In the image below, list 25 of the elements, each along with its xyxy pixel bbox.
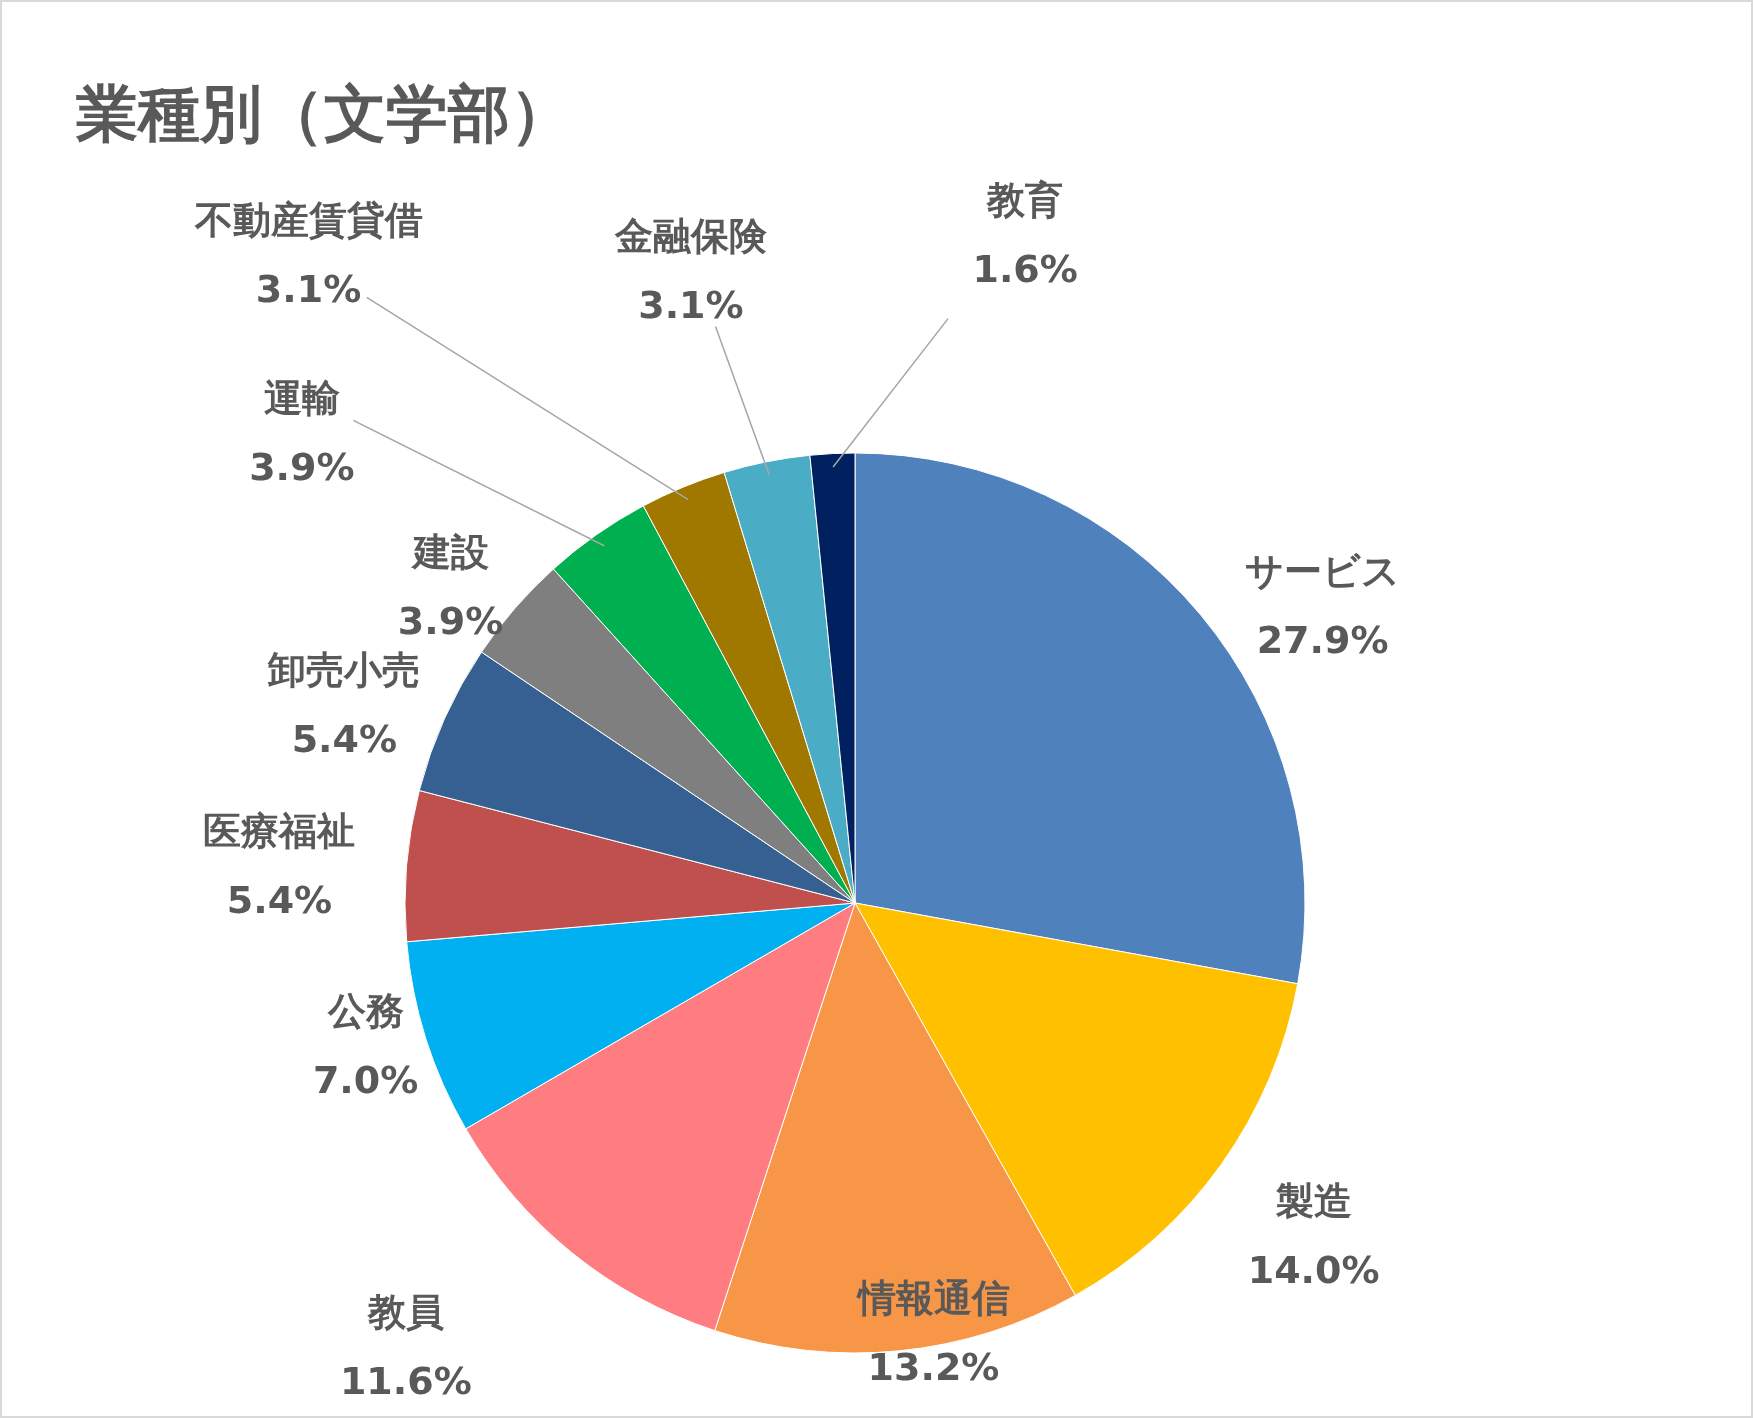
data-label: 5.4% [291,716,398,761]
data-label: 3.9% [397,599,504,644]
slice-label: 運輸 [263,375,340,420]
slice-label: 金融保険 [613,213,768,258]
chart-title: 業種別（文学部） [75,77,572,150]
data-label: 7.0% [312,1057,419,1102]
slice-label: サービス [1245,549,1401,594]
slice-label: 不動産賃貸借 [193,198,423,243]
data-label: 27.9% [1256,618,1389,663]
slice-label: 情報通信 [855,1275,1010,1320]
slice-label: 教員 [366,1290,444,1335]
slice-label: 医療福祉 [203,808,356,853]
slice-label: 卸売小売 [267,647,421,692]
data-label: 13.2% [867,1344,1000,1389]
data-label: 3.1% [638,282,744,327]
slice-label: 製造 [1274,1178,1352,1223]
data-label: 11.6% [339,1359,472,1404]
slice-label: 建設 [409,530,489,575]
data-label: 1.6% [972,247,1078,291]
data-label: 3.9% [249,444,355,489]
data-label: 14.0% [1247,1247,1380,1292]
slice-label: 教育 [986,178,1064,222]
slice-label: 公務 [326,988,404,1033]
data-label: 5.4% [226,877,333,922]
data-label: 3.1% [255,267,362,312]
